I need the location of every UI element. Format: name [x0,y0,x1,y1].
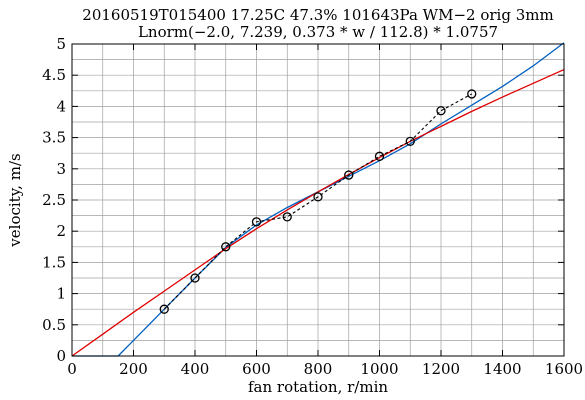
y-tick-label: 1 [56,285,66,303]
data-point [405,136,415,146]
y-tick-label: 2 [56,222,66,240]
x-tick-label: 400 [181,360,210,378]
chart-title: 20160519T015400 17.25C 47.3% 101643Pa WM… [82,6,553,24]
data-point [313,192,323,202]
data-point [159,304,169,314]
x-tick-label: 1600 [545,360,583,378]
x-tick-label: 800 [304,360,333,378]
chart-subtitle: Lnorm(−2.0, 7.239, 0.373 * w / 112.8) * … [138,23,498,41]
ticks: 0 200 400 600 800 1000 1200 1400 1600 0 0.5 1 1.5 2 2.… [42,35,583,378]
y-tick-label: 2.5 [42,191,66,209]
data-point [190,273,200,283]
data-point [251,217,262,227]
y-tick-label: 0.5 [42,316,66,334]
series-group [71,42,565,357]
y-tick-label: 1.5 [42,253,66,271]
data-point [374,151,385,161]
x-axis-label: fan rotation, r/min [248,378,388,396]
x-tick-label: 200 [119,360,148,378]
y-axis-label: velocity, m/s [6,153,24,247]
data-point [344,170,354,180]
data-point [436,106,446,116]
y-tick-label: 0 [56,347,66,365]
x-tick-label: 1000 [360,360,398,378]
series-dashed-line [163,93,473,310]
data-point [467,89,477,99]
x-tick-label: 0 [67,360,77,378]
series-line [71,68,565,357]
y-tick-label: 4 [56,97,66,115]
data-point [221,242,231,252]
data-point [282,212,292,222]
x-tick-label: 1200 [422,360,460,378]
y-tick-label: 3 [56,160,66,178]
x-tick-label: 1400 [483,360,521,378]
y-tick-label: 5 [56,35,66,53]
y-tick-label: 3.5 [42,129,66,147]
grid [72,44,564,356]
y-tick-label: 4.5 [42,66,66,84]
x-tick-label: 600 [242,360,271,378]
